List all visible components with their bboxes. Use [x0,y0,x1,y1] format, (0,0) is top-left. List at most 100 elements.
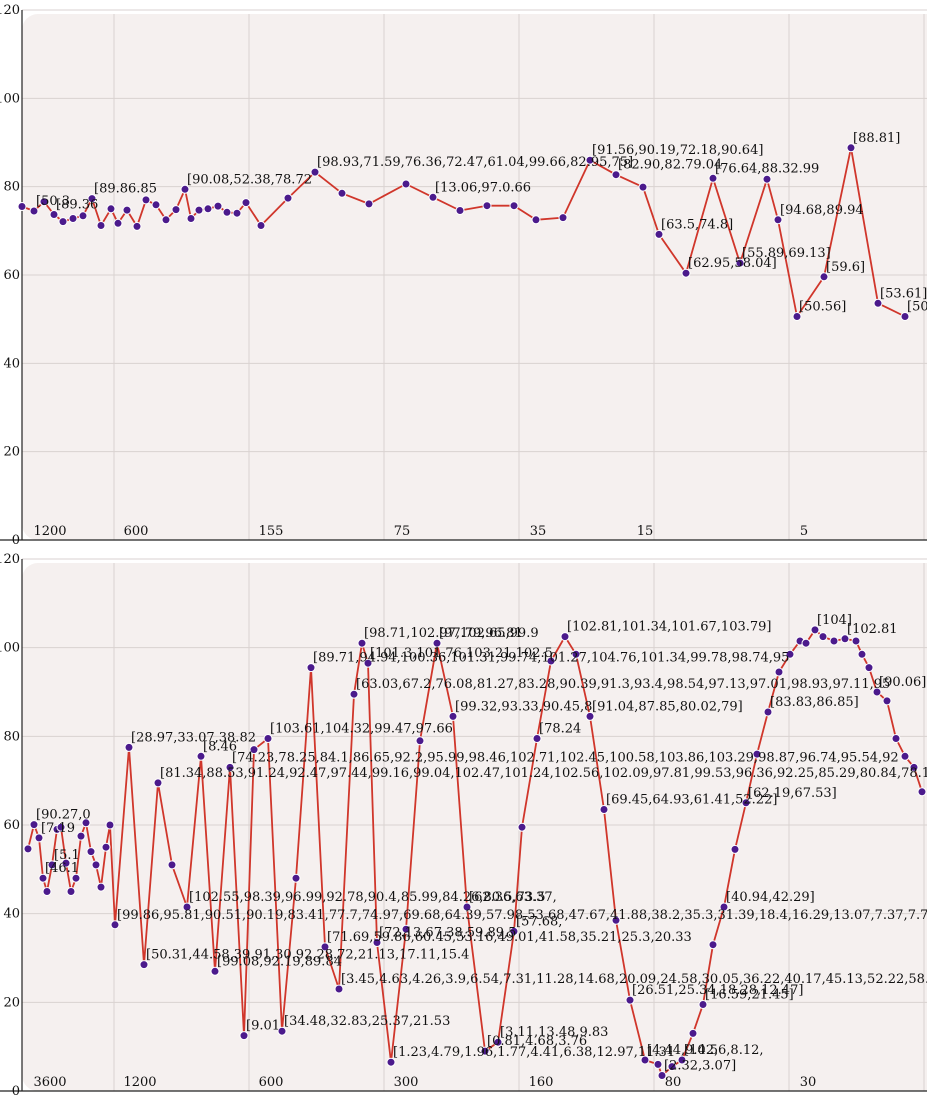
data-point [320,942,330,952]
data-point [653,1059,663,1069]
data-label: [28.97,33.07,38.82 [131,730,256,745]
y-tick-label: 100 [0,641,20,656]
x-tick-label: 75 [394,524,411,539]
data-label: [62.19,67.53] [748,786,837,801]
data-point [401,924,411,934]
data-point [688,1028,698,1038]
data-label: [55.89,69.13] [742,246,831,261]
data-point [681,268,691,278]
data-label: [88.81] [853,131,900,146]
y-tick-label: 40 [3,356,20,371]
data-label: [0.81,4.68,3.76 [487,1034,587,1049]
data-label: [104] [817,613,852,628]
data-point [846,143,856,153]
data-point [698,1000,708,1009]
y-tick-label: 60 [3,268,20,283]
data-point [625,995,635,1005]
data-point [29,820,39,830]
data-point [730,844,740,854]
data-point [531,215,541,225]
y-tick-label: 20 [3,445,20,460]
data-point [239,1031,249,1041]
data-point [480,1046,490,1056]
plot-area [22,14,927,540]
data-label: [102.81,101.34,101.67,103.79] [567,620,772,635]
data-point [864,663,874,673]
data-point [182,902,192,912]
data-label: [62.95,58.04] [688,256,777,271]
data-point [334,984,344,994]
data-point [558,213,568,223]
y-tick-label: 80 [3,729,20,744]
data-point [818,632,828,642]
data-point [829,636,839,646]
data-point [34,833,44,843]
data-point [401,179,411,189]
x-tick-label: 1200 [123,1075,156,1090]
data-point [900,751,910,761]
data-point [873,298,883,308]
data-label: [102.81 [847,622,898,637]
data-point [161,215,171,225]
data-label: [7.19 [41,821,75,836]
data-label: [63.03,67.2,76.08,81.27,83.28,90.39,91.3… [356,677,890,692]
x-tick-label: 5 [800,524,808,539]
data-point [810,625,820,635]
data-point [132,221,142,231]
data-label: [63.5,74.8] [661,217,733,232]
data-point [840,634,850,644]
data-point [283,193,293,203]
data-point [110,920,120,930]
data-point [357,638,367,648]
data-point [638,182,648,192]
data-point [56,822,66,832]
x-tick-label: 80 [665,1075,682,1090]
x-tick-label: 600 [124,524,149,539]
x-tick-label: 35 [530,524,547,539]
data-label: [71.69,59.86,60.45,53.16,49.01,41.58,35.… [327,930,692,945]
data-label: [57.68, [516,914,562,929]
data-point [306,663,316,673]
data-label: [13.06,97.0.66 [435,180,531,195]
data-point [708,940,718,950]
data-label: [81.34,88.53,91.24,92.47,97.44,99.16,99.… [160,766,927,781]
data-point [337,188,347,198]
data-label: [103.61,104.32,99.47,97.66 [270,722,453,737]
data-point [364,199,374,209]
data-point [213,201,223,211]
data-point [141,195,151,205]
data-point [291,873,301,883]
data-label: [98.93,71.59,76.36,72.47,61.04,99.66,82.… [317,155,633,170]
x-tick-label: 160 [529,1075,554,1090]
data-point [66,887,76,896]
data-point [448,711,458,721]
x-tick-label: 300 [394,1075,419,1090]
data-point [872,687,882,697]
y-tick-label: 40 [3,907,20,922]
data-point [68,214,78,223]
data-point [882,696,892,706]
data-point [39,197,49,207]
y-tick-label: 0 [12,1084,20,1099]
data-label: [89.86.85 [94,182,157,197]
data-label: [91.56,90.19,72.18,90.64] [592,143,763,158]
data-label: [50.56] [799,300,846,315]
data-point [667,1062,677,1072]
x-tick-label: 15 [637,524,654,539]
data-point [76,831,86,841]
data-point [263,734,273,743]
data-label: [78.24 [539,722,581,737]
x-tick-label: 155 [259,524,284,539]
data-point [210,966,220,976]
data-point [87,194,97,204]
data-label: [76.64,88.32.99 [715,161,819,176]
data-label: [99.32,93.33,90.45,8 [455,699,592,714]
data-label: [94.68,89.94 [780,203,864,218]
data-point [677,1055,687,1065]
data-point [762,174,772,184]
data-point [106,204,116,214]
data-point [232,208,242,218]
data-point [363,658,373,668]
y-tick-label: 80 [3,180,20,195]
